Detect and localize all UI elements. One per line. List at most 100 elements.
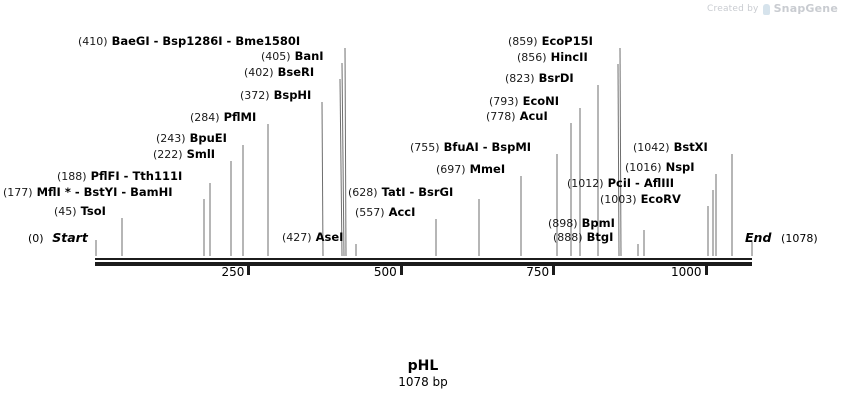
plasmid-title-block: pHL 1078 bp xyxy=(0,358,846,390)
enzyme-names: AcuI xyxy=(519,109,548,123)
enzyme-names: BtgI xyxy=(586,230,614,244)
enzyme-position: (1012) xyxy=(567,177,604,190)
leader-line xyxy=(619,47,622,257)
plasmid-length: 1078 bp xyxy=(398,375,448,389)
watermark-prefix: Created by xyxy=(707,3,759,14)
enzyme-label[interactable]: (45) TsoI xyxy=(54,204,106,219)
enzyme-names: BseRI xyxy=(277,65,315,79)
enzyme-position: (45) xyxy=(54,205,77,218)
enzyme-names: NspI xyxy=(665,160,695,174)
enzyme-label[interactable]: (284) PflMI xyxy=(190,110,257,125)
enzyme-names: MflI * - BstYI - BamHI xyxy=(36,185,173,199)
enzyme-position: (557) xyxy=(355,206,385,219)
snapgene-watermark: Created by SnapGene xyxy=(707,2,838,15)
enzyme-position: (1003) xyxy=(600,193,637,206)
ruler-tick xyxy=(247,266,251,275)
enzyme-position: (405) xyxy=(261,50,291,63)
enzyme-names: BaeGI - Bsp1286I - Bme1580I xyxy=(111,34,301,48)
enzyme-position: (898) xyxy=(548,217,578,230)
enzyme-label[interactable]: (188) PflFI - Tth111I xyxy=(57,169,183,184)
ruler-tick-label: 750 xyxy=(526,265,550,279)
enzyme-position: (222) xyxy=(153,148,183,161)
enzyme-names: TatI - BsrGI xyxy=(381,185,454,199)
enzyme-names: SmlI xyxy=(186,147,216,161)
enzyme-names: BstXI xyxy=(673,140,708,154)
restriction-map: (410) BaeGI - Bsp1286I - Bme1580I (405) Ban… xyxy=(3,34,818,280)
enzyme-position: (778) xyxy=(486,110,516,123)
enzyme-position: (823) xyxy=(505,72,535,85)
ruler-tick xyxy=(399,266,403,275)
enzyme-names: PflMI xyxy=(223,110,257,124)
enzyme-names: PflFI - Tth111I xyxy=(90,169,183,183)
ruler-tick xyxy=(704,266,708,275)
enzyme-label[interactable]: (888) BtgI xyxy=(553,230,614,245)
enzyme-position: (372) xyxy=(240,89,270,102)
enzyme-position: (856) xyxy=(517,51,547,64)
enzyme-label[interactable]: (177) MflI * - BstYI - BamHI xyxy=(3,185,173,200)
enzyme-label[interactable]: (793) EcoNI xyxy=(489,95,559,109)
enzyme-position: (755) xyxy=(410,141,440,154)
enzyme-position: (188) xyxy=(57,170,87,183)
enzyme-label[interactable]: (1003) EcoRV xyxy=(600,192,681,207)
enzyme-names: EcoRV xyxy=(640,192,681,206)
start-position: (0) xyxy=(28,232,44,245)
leader-line xyxy=(341,62,345,257)
ruler-tick-label: 500 xyxy=(373,265,397,279)
enzyme-label[interactable]: (402) BseRI xyxy=(244,65,315,80)
ruler-tick-label: 250 xyxy=(221,265,245,279)
enzyme-label[interactable]: (405) BanI xyxy=(261,49,324,64)
enzyme-label[interactable]: (1016) NspI xyxy=(625,160,695,175)
enzyme-names: BpmI xyxy=(581,216,615,230)
start-label: Start xyxy=(52,230,88,245)
enzyme-label[interactable]: (222) SmlI xyxy=(153,147,216,162)
enzyme-position: (1042) xyxy=(633,141,670,154)
end-label: End xyxy=(745,230,772,245)
leader-line xyxy=(617,63,620,257)
enzyme-label[interactable]: (410) BaeGI - Bsp1286I - Bme1580I xyxy=(78,34,301,49)
enzyme-position: (697) xyxy=(436,163,466,176)
leader-line xyxy=(344,47,347,257)
end-marker: End (1078) xyxy=(745,231,818,245)
enzyme-names: BpuEI xyxy=(189,131,227,145)
enzyme-label[interactable]: (628) TatI - BsrGI xyxy=(348,185,454,200)
enzyme-names: BspHI xyxy=(273,88,312,102)
end-position: (1078) xyxy=(781,232,818,245)
enzyme-names: AseI xyxy=(315,230,344,244)
enzyme-position: (628) xyxy=(348,186,378,199)
enzyme-label[interactable]: (372) BspHI xyxy=(240,88,312,103)
enzyme-position: (1016) xyxy=(625,161,662,174)
watermark-brand: SnapGene xyxy=(773,2,838,15)
enzyme-label[interactable]: (859) EcoP15I xyxy=(508,34,593,49)
enzyme-label[interactable]: (856) HincII xyxy=(517,50,588,65)
enzyme-names: BfuAI - BspMI xyxy=(443,140,532,154)
enzyme-names: TsoI xyxy=(80,204,106,218)
enzyme-names: BanI xyxy=(294,49,324,63)
enzyme-label[interactable]: (1012) PciI - AflIII xyxy=(567,176,675,191)
enzyme-label[interactable]: (427) AseI xyxy=(282,230,344,245)
enzyme-names: HincII xyxy=(550,50,588,64)
start-marker: (0) Start xyxy=(28,231,88,245)
enzyme-position: (859) xyxy=(508,35,538,48)
sequence-ruler xyxy=(95,258,752,275)
enzyme-label[interactable]: (1042) BstXI xyxy=(633,140,708,155)
ruler-bar-bottom xyxy=(95,262,752,266)
enzyme-label[interactable]: (778) AcuI xyxy=(486,109,548,124)
enzyme-label[interactable]: (898) BpmI xyxy=(548,216,615,231)
enzyme-names: EcoP15I xyxy=(541,34,593,48)
snapgene-logo-icon xyxy=(762,4,770,15)
enzyme-names: BsrDI xyxy=(538,71,574,85)
enzyme-position: (888) xyxy=(553,231,583,244)
enzyme-label[interactable]: (697) MmeI xyxy=(436,162,506,177)
enzyme-label[interactable]: (243) BpuEI xyxy=(156,131,227,146)
ruler-tick xyxy=(552,266,556,275)
enzyme-position: (427) xyxy=(282,231,312,244)
enzyme-position: (177) xyxy=(3,186,33,199)
enzyme-names: MmeI xyxy=(469,162,506,176)
enzyme-label[interactable]: (823) BsrDI xyxy=(505,71,574,86)
enzyme-names: PciI - AflIII xyxy=(607,176,675,190)
enzyme-label[interactable]: (557) AccI xyxy=(355,206,415,220)
enzyme-position: (284) xyxy=(190,111,220,124)
enzyme-position: (402) xyxy=(244,66,274,79)
enzyme-label[interactable]: (755) BfuAI - BspMI xyxy=(410,140,532,155)
plasmid-name: pHL xyxy=(407,358,439,374)
